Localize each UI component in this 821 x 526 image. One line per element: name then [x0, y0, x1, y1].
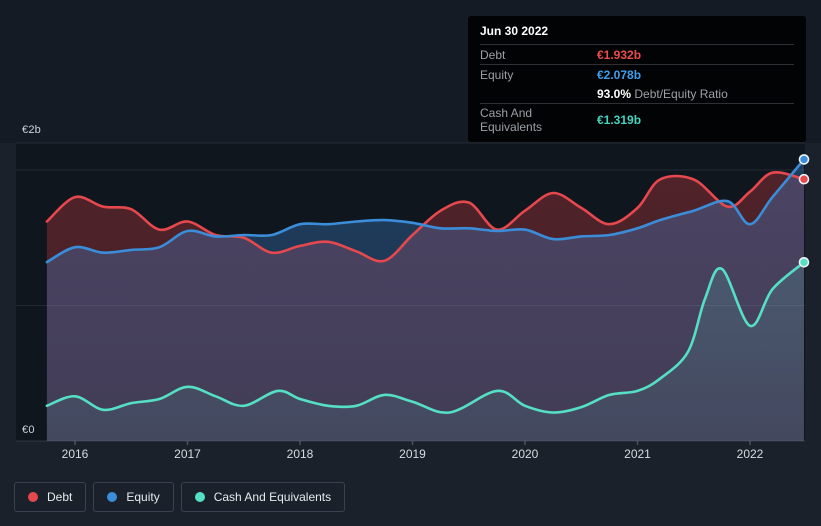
cash-and-equivalents-end-marker[interactable] — [798, 256, 810, 268]
x-axis-ticks — [74, 441, 751, 445]
cash-and-equivalents-area — [46, 262, 804, 441]
debt-line — [45, 171, 806, 263]
legend-dot-icon — [107, 492, 118, 502]
tooltip-cash-value: €1.319b — [597, 113, 642, 127]
y-axis-label-top: €2b — [22, 124, 41, 136]
legend-label: Cash And Equivalents — [213, 490, 332, 504]
tooltip-row-debt: Debt €1.932b — [480, 45, 794, 65]
legend-label: Equity — [126, 490, 160, 504]
x-axis-label-2019: 2019 — [399, 447, 426, 461]
x-axis-label-2018: 2018 — [286, 447, 314, 461]
tooltip-row-cash: Cash And Equivalents €1.319b — [480, 104, 794, 136]
legend-dot-icon — [28, 492, 38, 502]
chart-legend: Debt Equity Cash And Equivalents — [14, 482, 346, 512]
x-axis-label-2016: 2016 — [61, 447, 89, 461]
series-areas — [46, 159, 804, 442]
tooltip-cash-label: Cash And Equivalents — [480, 106, 543, 134]
legend-item-cash-and-equivalents[interactable]: Cash And Equivalents — [180, 482, 346, 512]
y-axis-label-zero: €0 — [22, 424, 35, 436]
tooltip-row-equity: Equity €2.078b — [480, 65, 794, 84]
x-axis-label-2022: 2022 — [736, 447, 764, 461]
tooltip-debt-value: €1.932b — [597, 47, 642, 62]
equity-end-marker[interactable] — [798, 154, 810, 165]
legend-label: Debt — [47, 490, 73, 504]
debt-end-marker[interactable] — [798, 173, 810, 185]
cash-and-equivalents-line — [45, 261, 806, 414]
tooltip-ratio-value: 93.0% — [597, 86, 632, 101]
legend-item-debt[interactable]: Debt — [14, 482, 87, 512]
tooltip-ratio: 93.0% Debt/Equity Ratio — [597, 87, 794, 101]
tooltip-equity-label: Equity — [480, 67, 514, 82]
x-axis-label-2021: 2021 — [624, 447, 651, 461]
equity-area — [46, 159, 804, 441]
chart-tooltip: Jun 30 2022 Debt €1.932b Equity €2.078b … — [468, 16, 806, 142]
x-axis-label-2017: 2017 — [174, 447, 201, 461]
gridlines — [16, 142, 805, 442]
tooltip-equity-value: €2.078b — [597, 67, 642, 82]
x-axis-label-2020: 2020 — [511, 447, 539, 461]
tooltip-date: Jun 30 2022 — [480, 24, 794, 45]
series-lines — [45, 158, 806, 414]
legend-item-equity[interactable]: Equity — [93, 482, 174, 512]
tooltip-row-ratio: 93.0% Debt/Equity Ratio — [480, 84, 794, 104]
tooltip-debt-label: Debt — [480, 47, 506, 62]
end-markers — [798, 154, 810, 268]
legend-dot-icon — [194, 492, 205, 502]
tooltip-ratio-label: Debt/Equity Ratio — [634, 86, 728, 101]
equity-line — [45, 158, 806, 264]
